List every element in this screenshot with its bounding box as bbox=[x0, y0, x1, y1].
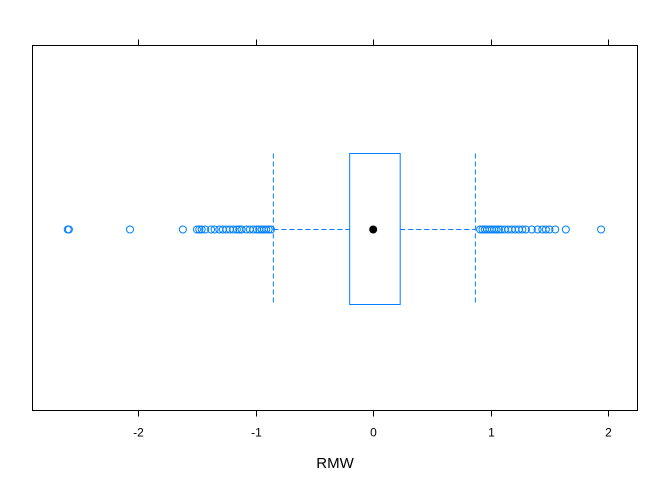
outlier-point bbox=[521, 225, 530, 234]
outlier-point bbox=[237, 225, 246, 234]
outlier-point bbox=[597, 225, 606, 234]
x-tick-labels: -2 -1 0 1 2 bbox=[133, 426, 612, 440]
outlier-point bbox=[266, 225, 275, 234]
top-axis-ticks bbox=[138, 39, 609, 46]
outlier-point bbox=[527, 225, 536, 234]
outlier-point bbox=[551, 225, 560, 234]
outlier-point bbox=[492, 225, 501, 234]
outlier-point bbox=[192, 225, 201, 234]
outlier-point bbox=[264, 225, 273, 234]
tick-label: 2 bbox=[605, 426, 612, 440]
median-point bbox=[369, 225, 378, 234]
outlier-point bbox=[262, 225, 271, 234]
outlier-point bbox=[545, 225, 554, 234]
bottom-axis-ticks bbox=[138, 410, 609, 417]
outlier-points bbox=[63, 225, 606, 234]
interquartile-box bbox=[349, 153, 401, 305]
outlier-point bbox=[229, 225, 238, 234]
outlier-point bbox=[126, 225, 135, 234]
outlier-point bbox=[210, 225, 219, 234]
tick-label: -1 bbox=[251, 426, 262, 440]
outlier-point bbox=[64, 225, 73, 234]
outlier-point bbox=[201, 225, 210, 234]
outlier-point bbox=[518, 225, 527, 234]
x-axis-title: RMW bbox=[316, 455, 354, 472]
outlier-point bbox=[207, 225, 216, 234]
box-and-whiskers bbox=[272, 153, 476, 305]
outlier-point bbox=[178, 225, 187, 234]
outlier-point bbox=[232, 225, 241, 234]
tick-label: 0 bbox=[370, 426, 377, 440]
outlier-point bbox=[561, 225, 570, 234]
tick-label: -2 bbox=[133, 426, 144, 440]
outlier-point bbox=[195, 225, 204, 234]
tick-label: 1 bbox=[488, 426, 495, 440]
outlier-point bbox=[541, 225, 550, 234]
outlier-point bbox=[533, 225, 542, 234]
plot-frame bbox=[32, 45, 638, 411]
outlier-point bbox=[197, 225, 206, 234]
outlier-point bbox=[494, 225, 503, 234]
outlier-point bbox=[249, 225, 258, 234]
